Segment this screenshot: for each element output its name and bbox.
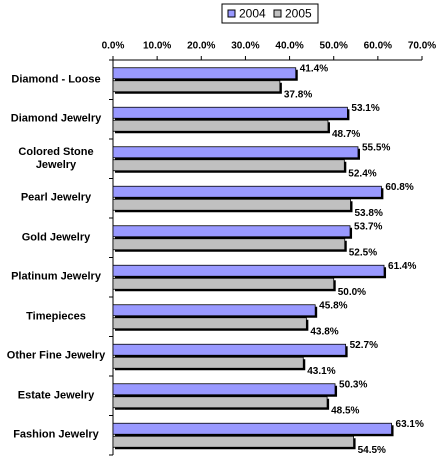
value-label: 61.4%	[388, 261, 416, 272]
legend-label: 2004	[239, 7, 266, 21]
bar	[112, 185, 382, 198]
bar	[112, 67, 297, 80]
bar	[112, 356, 304, 369]
bar	[112, 198, 351, 211]
legend-box	[221, 3, 319, 24]
category-label: Colored Stone Jewelry	[18, 145, 94, 171]
value-label: 55.5%	[362, 142, 390, 153]
bar	[112, 146, 359, 159]
x-tick-label: 10.0%	[143, 41, 171, 52]
x-tick-label: 0.0%	[102, 41, 125, 52]
value-label: 53.7%	[354, 221, 382, 232]
bar	[112, 304, 316, 317]
value-label: 52.4%	[348, 168, 376, 179]
category-label: Timepieces	[26, 310, 86, 323]
bar	[112, 80, 281, 93]
bar	[112, 343, 347, 356]
value-label: 52.5%	[349, 247, 377, 258]
value-label: 60.8%	[385, 182, 413, 193]
bar	[112, 317, 307, 330]
x-tick-label: 20.0%	[187, 41, 215, 52]
value-label: 48.7%	[332, 129, 360, 140]
x-tick-label: 40.0%	[275, 41, 303, 52]
value-label: 45.8%	[319, 300, 347, 311]
bar	[112, 225, 351, 238]
bar	[112, 238, 346, 251]
legend-label: 2005	[285, 7, 312, 21]
bar	[112, 422, 392, 435]
x-tick-label: 60.0%	[364, 41, 392, 52]
x-tick-label: 50.0%	[320, 41, 348, 52]
value-label: 53.8%	[354, 208, 382, 219]
value-label: 43.1%	[307, 366, 335, 377]
value-label: 63.1%	[396, 419, 424, 430]
category-label: Diamond - Loose	[11, 73, 101, 86]
value-label: 52.7%	[350, 340, 378, 351]
category-label: Diamond Jewelry	[10, 112, 102, 125]
value-label: 43.8%	[310, 326, 338, 337]
value-label: 41.4%	[300, 63, 328, 74]
legend-swatch	[227, 9, 236, 18]
value-label: 54.5%	[358, 445, 386, 456]
category-label: Fashion Jewelry	[13, 428, 99, 441]
value-label: 53.1%	[351, 103, 379, 114]
value-label: 50.0%	[338, 287, 366, 298]
bar	[112, 435, 354, 448]
value-label: 37.8%	[284, 89, 312, 100]
category-label: Estate Jewelry	[17, 389, 95, 402]
category-label: Gold Jewelry	[21, 231, 91, 244]
bar	[112, 383, 336, 396]
x-tick-label: 70.0%	[408, 41, 436, 52]
category-label: Platinum Jewelry	[11, 270, 101, 283]
bar	[112, 119, 329, 132]
bar	[112, 159, 345, 172]
value-label: 48.5%	[331, 405, 359, 416]
x-tick-label: 30.0%	[231, 41, 259, 52]
bar	[112, 277, 335, 290]
bar	[112, 106, 348, 119]
bar	[112, 264, 385, 277]
bar	[112, 396, 328, 409]
category-label: Pearl Jewelry	[20, 191, 92, 204]
category-label: Other Fine Jewelry	[6, 349, 106, 362]
legend-swatch	[273, 9, 282, 18]
value-label: 50.3%	[339, 379, 367, 390]
